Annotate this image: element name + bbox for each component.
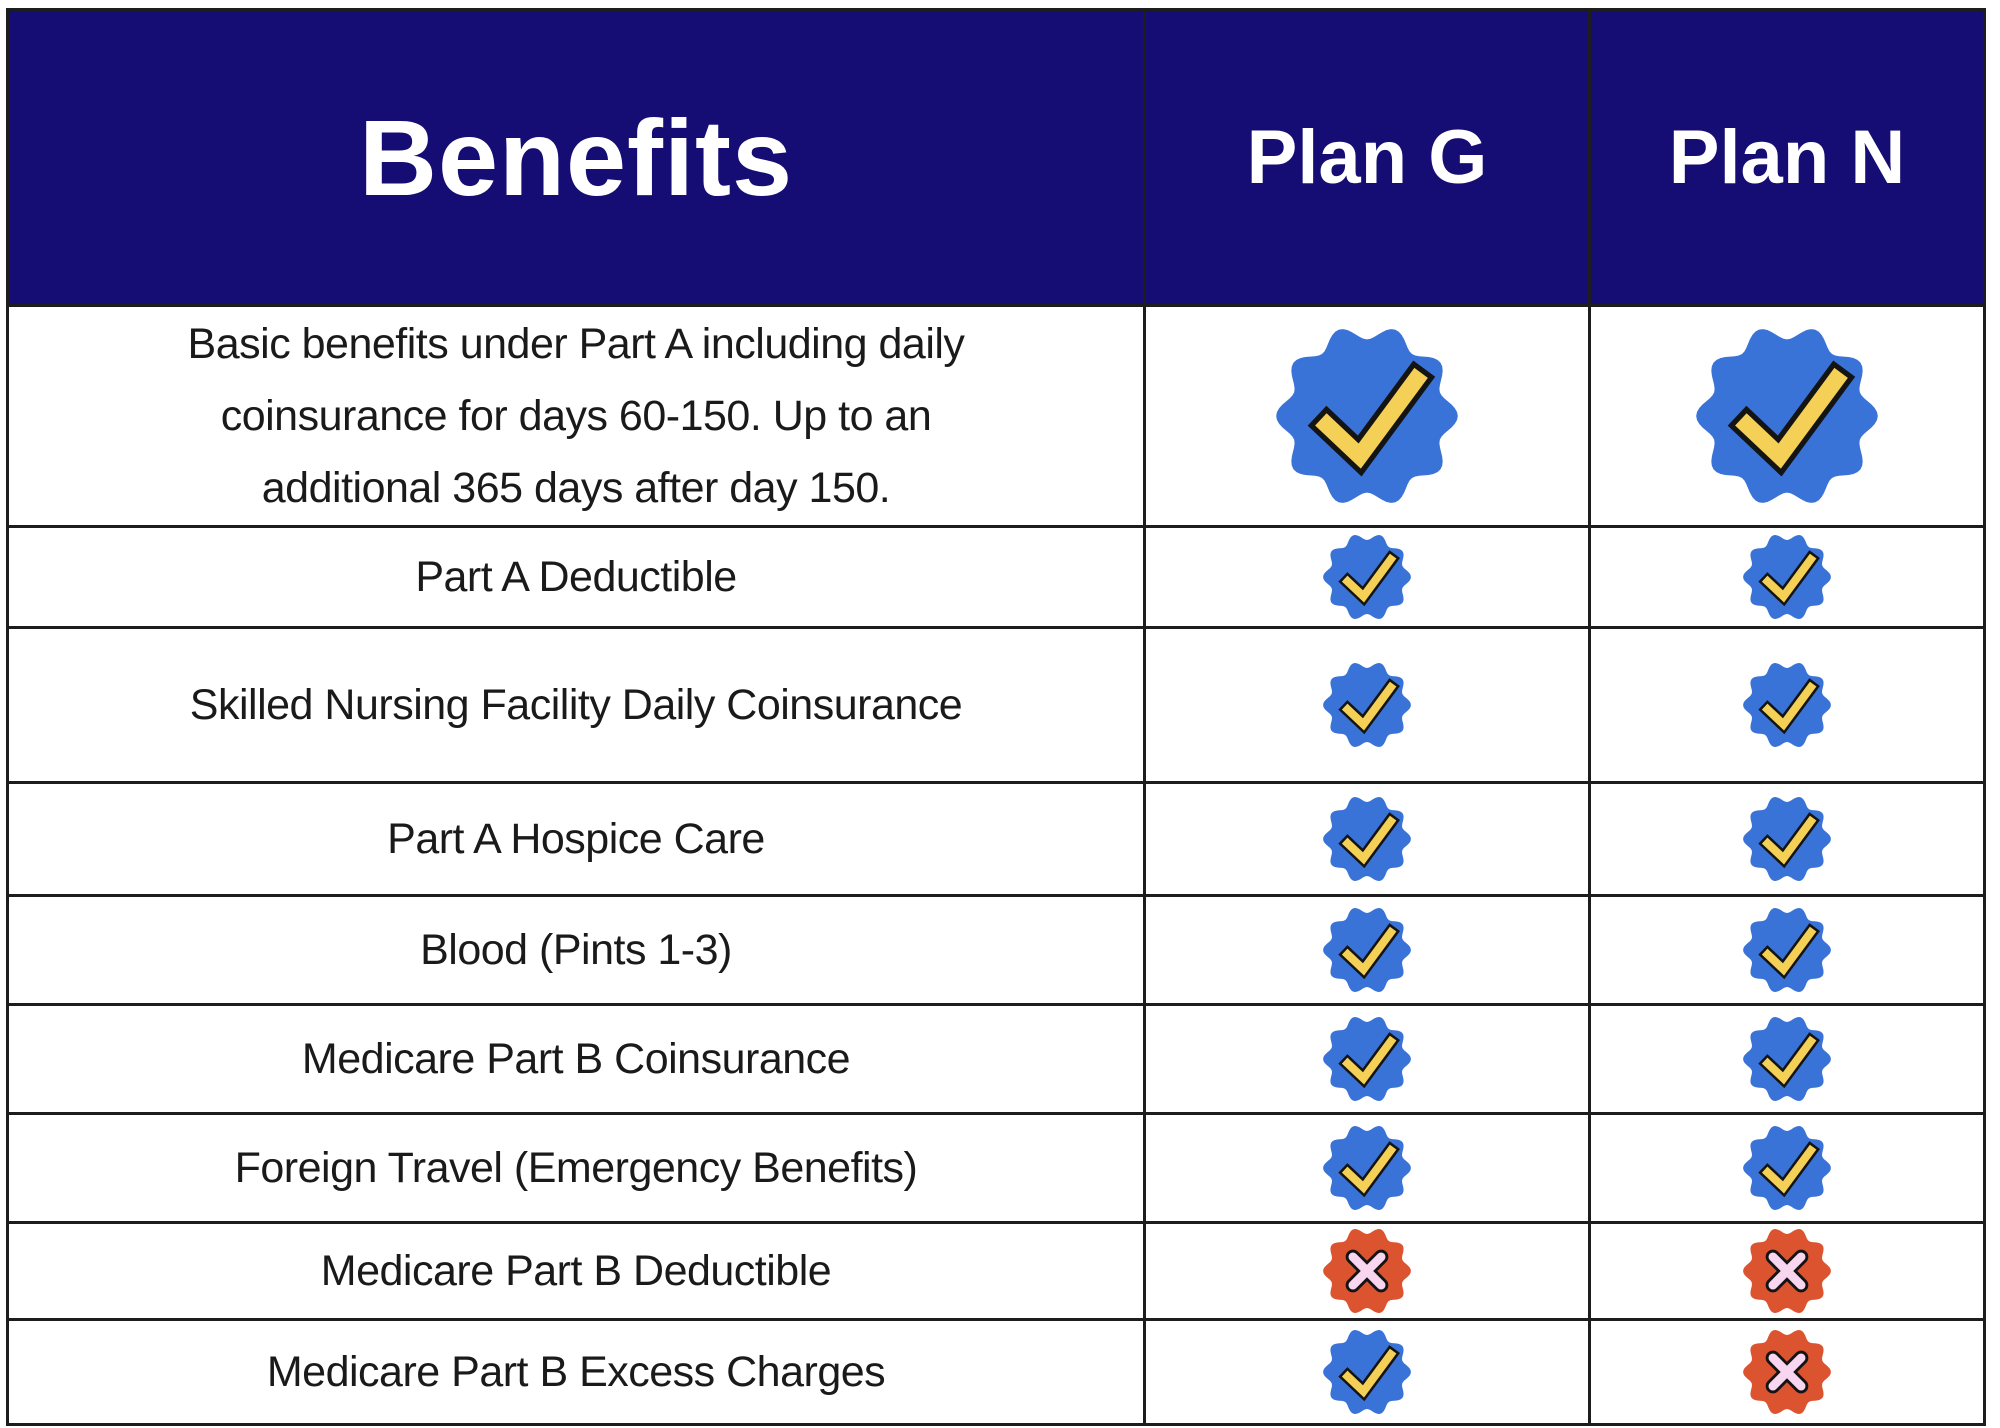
plan-g-value-cell [1146,897,1588,1003]
benefit-label-line: Foreign Travel (Emergency Benefits) [234,1144,918,1192]
benefit-label-cell: Part A Hospice Care [9,784,1143,894]
plan-g-value-cell [1146,1224,1588,1318]
benefit-label-line: additional 365 days after day 150. [261,464,891,512]
plan-n-value-cell [1591,1321,1983,1423]
benefit-label-cell: Medicare Part B Excess Charges [9,1321,1143,1423]
plan-n-value-cell [1591,528,1983,626]
seal-check-badge-icon [1323,907,1411,993]
plan-g-value-cell [1146,307,1588,525]
plan-n-value-cell [1591,307,1983,525]
plan-n-value-cell [1591,1115,1983,1221]
seal-check-badge-icon [1743,1016,1831,1102]
plan-n-header-cell: Plan N [1591,11,1983,304]
seal-x-badge-icon [1743,1329,1831,1415]
benefit-label-cell: Medicare Part B Deductible [9,1224,1143,1318]
benefit-label-line: coinsurance for days 60-150. Up to an [220,392,932,440]
seal-check-badge-icon [1323,796,1411,882]
plan-n-header-title: Plan N [1668,115,1906,200]
benefit-label-cell: Medicare Part B Coinsurance [9,1006,1143,1112]
benefit-label-line: Basic benefits under Part A including da… [187,320,965,368]
seal-x-badge-icon [1743,1228,1831,1314]
seal-check-badge-icon [1323,1125,1411,1211]
benefit-label-line: Blood (Pints 1-3) [420,926,732,974]
benefit-label-cell: Foreign Travel (Emergency Benefits) [9,1115,1143,1221]
plan-g-header-cell: Plan G [1146,11,1588,304]
plan-n-value-cell [1591,1006,1983,1112]
seal-check-badge-icon [1323,662,1411,748]
plan-n-value-cell [1591,897,1983,1003]
benefits-comparison-table: Benefits Plan G Plan N Basic benefits un… [6,8,1986,1426]
plan-n-value-cell [1591,629,1983,781]
benefit-label-line: Part A Hospice Care [387,815,765,863]
plan-g-value-cell [1146,1006,1588,1112]
table-grid: Benefits Plan G Plan N Basic benefits un… [6,8,1986,1426]
plan-g-value-cell [1146,528,1588,626]
seal-check-badge-icon [1743,907,1831,993]
benefit-label-line: Skilled Nursing Facility Daily Coinsuran… [189,681,963,729]
benefit-label-line: Part A Deductible [415,553,737,601]
plan-g-value-cell [1146,1115,1588,1221]
plan-g-value-cell [1146,629,1588,781]
seal-check-badge-icon [1276,329,1458,503]
benefits-header-cell: Benefits [9,11,1143,304]
seal-check-badge-icon [1743,1125,1831,1211]
benefit-label-cell: Skilled Nursing Facility Daily Coinsuran… [9,629,1143,781]
benefit-label-cell: Basic benefits under Part A including da… [9,307,1143,525]
benefit-label-line: Medicare Part B Coinsurance [301,1035,851,1083]
seal-check-badge-icon [1743,796,1831,882]
seal-check-badge-icon [1743,662,1831,748]
seal-check-badge-icon [1323,1016,1411,1102]
seal-check-badge-icon [1323,534,1411,620]
plan-n-value-cell [1591,784,1983,894]
benefit-label-line: Medicare Part B Deductible [320,1247,832,1295]
plan-g-value-cell [1146,784,1588,894]
benefits-header-title: Benefits [358,97,794,218]
seal-check-badge-icon [1696,329,1878,503]
seal-x-badge-icon [1323,1228,1411,1314]
benefit-label-line: Medicare Part B Excess Charges [266,1348,886,1396]
benefit-label-cell: Part A Deductible [9,528,1143,626]
seal-check-badge-icon [1743,534,1831,620]
seal-check-badge-icon [1323,1329,1411,1415]
plan-n-value-cell [1591,1224,1983,1318]
benefit-label-cell: Blood (Pints 1-3) [9,897,1143,1003]
plan-g-value-cell [1146,1321,1588,1423]
plan-g-header-title: Plan G [1246,115,1488,200]
